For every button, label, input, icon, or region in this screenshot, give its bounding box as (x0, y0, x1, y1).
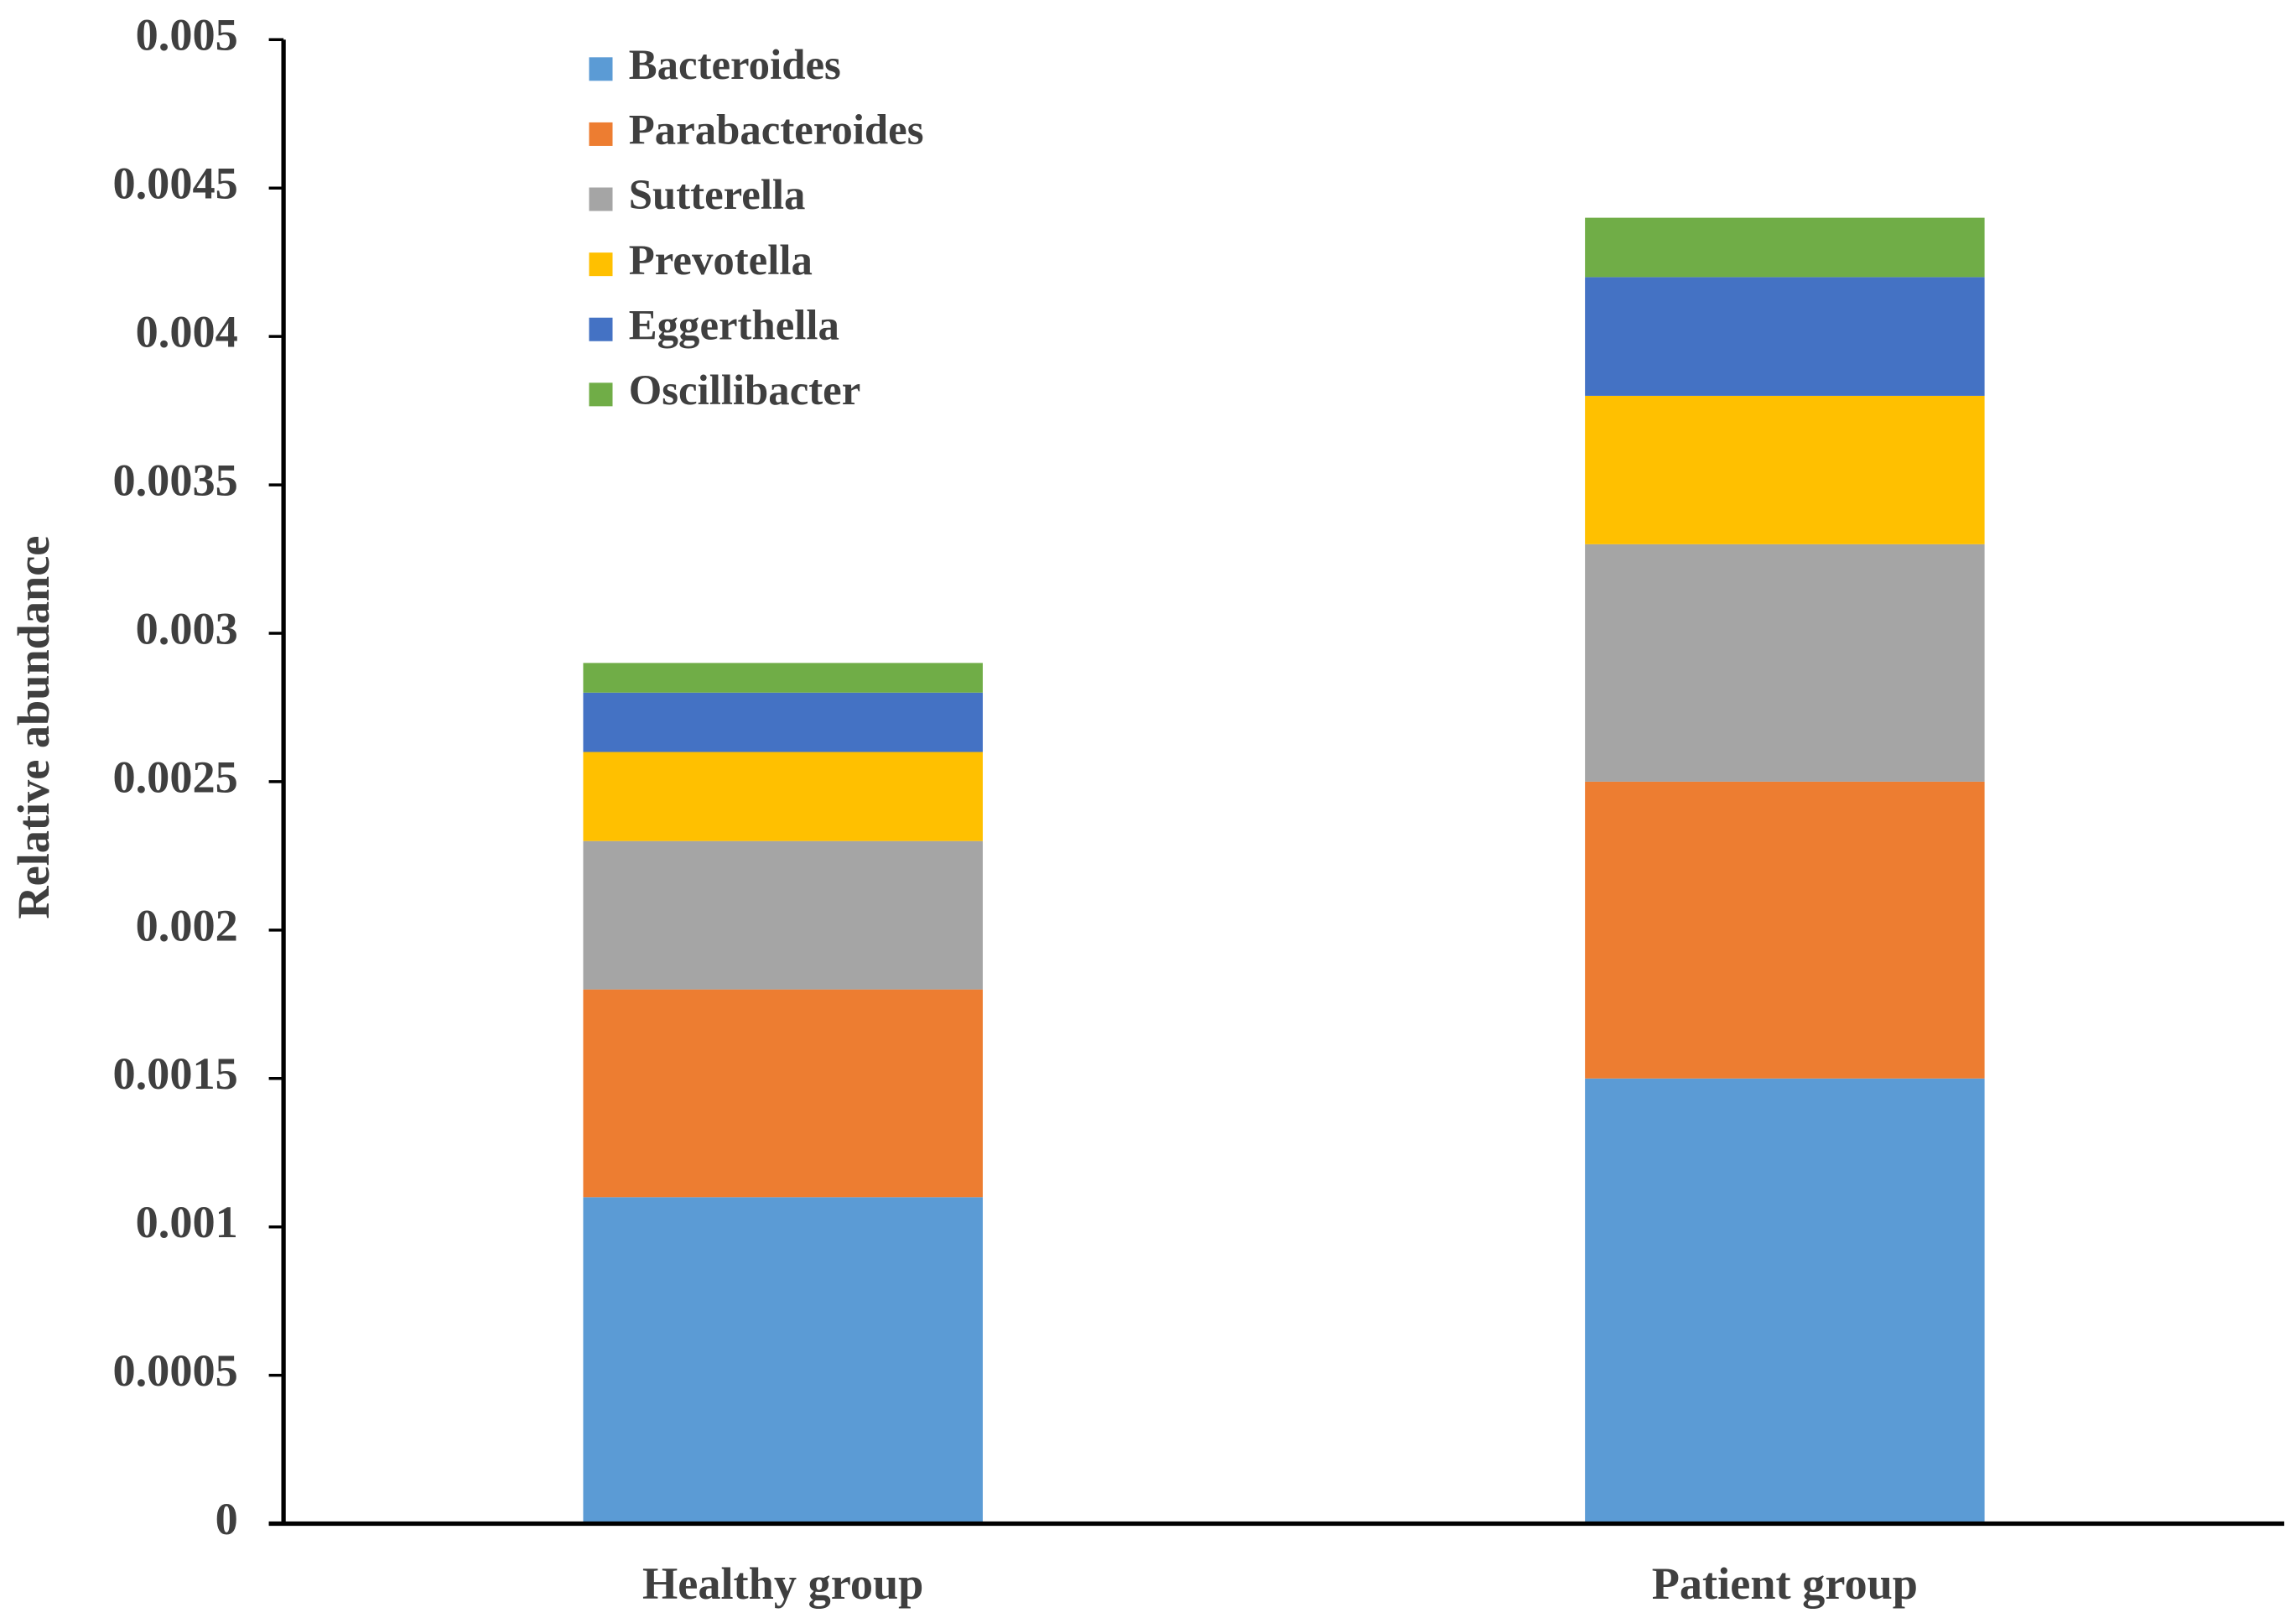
legend-swatch (589, 122, 613, 146)
legend-label: Sutterella (629, 171, 806, 218)
y-tick-label: 0.0005 (112, 1345, 237, 1396)
legend-swatch (589, 382, 613, 407)
x-tick-label: Healthy group (642, 1558, 923, 1609)
legend-label: Bacteroides (629, 41, 841, 88)
y-tick-label: 0.005 (136, 10, 238, 60)
y-tick-label: 0.0045 (112, 159, 237, 209)
bar-segment (583, 840, 983, 990)
legend-label: Oscillibacter (629, 367, 860, 414)
legend-label: Prevotella (629, 237, 813, 284)
y-tick-label: 0.0035 (112, 455, 237, 506)
y-tick-label: 0.001 (136, 1197, 238, 1247)
legend-swatch (589, 317, 613, 341)
bar-segment (1585, 277, 1985, 396)
y-tick-label: 0.003 (136, 603, 238, 653)
y-axis-label: Relative abundance (8, 536, 59, 919)
x-tick-label: Patient group (1652, 1558, 1918, 1609)
bar-segment (583, 663, 983, 693)
bar-segment (1585, 1078, 1985, 1524)
y-tick-label: 0.0025 (112, 752, 237, 802)
bar-segment (1585, 781, 1985, 1079)
legend-swatch (589, 57, 613, 81)
bar-segment (1585, 395, 1985, 544)
bar-segment (583, 752, 983, 841)
legend-swatch (589, 187, 613, 211)
bar-segment (583, 989, 983, 1198)
bar-segment (1585, 544, 1985, 782)
y-tick-label: 0 (216, 1494, 238, 1544)
bar-segment (583, 1197, 983, 1524)
y-tick-label: 0.002 (136, 900, 238, 950)
bar-segment (583, 692, 983, 752)
y-tick-label: 0.004 (136, 307, 238, 357)
bar-segment (1585, 217, 1985, 278)
legend-swatch (589, 252, 613, 277)
legend-label: Eggerthella (629, 301, 839, 348)
legend-label: Parabacteroides (629, 107, 924, 153)
y-tick-label: 0.0015 (112, 1048, 237, 1099)
